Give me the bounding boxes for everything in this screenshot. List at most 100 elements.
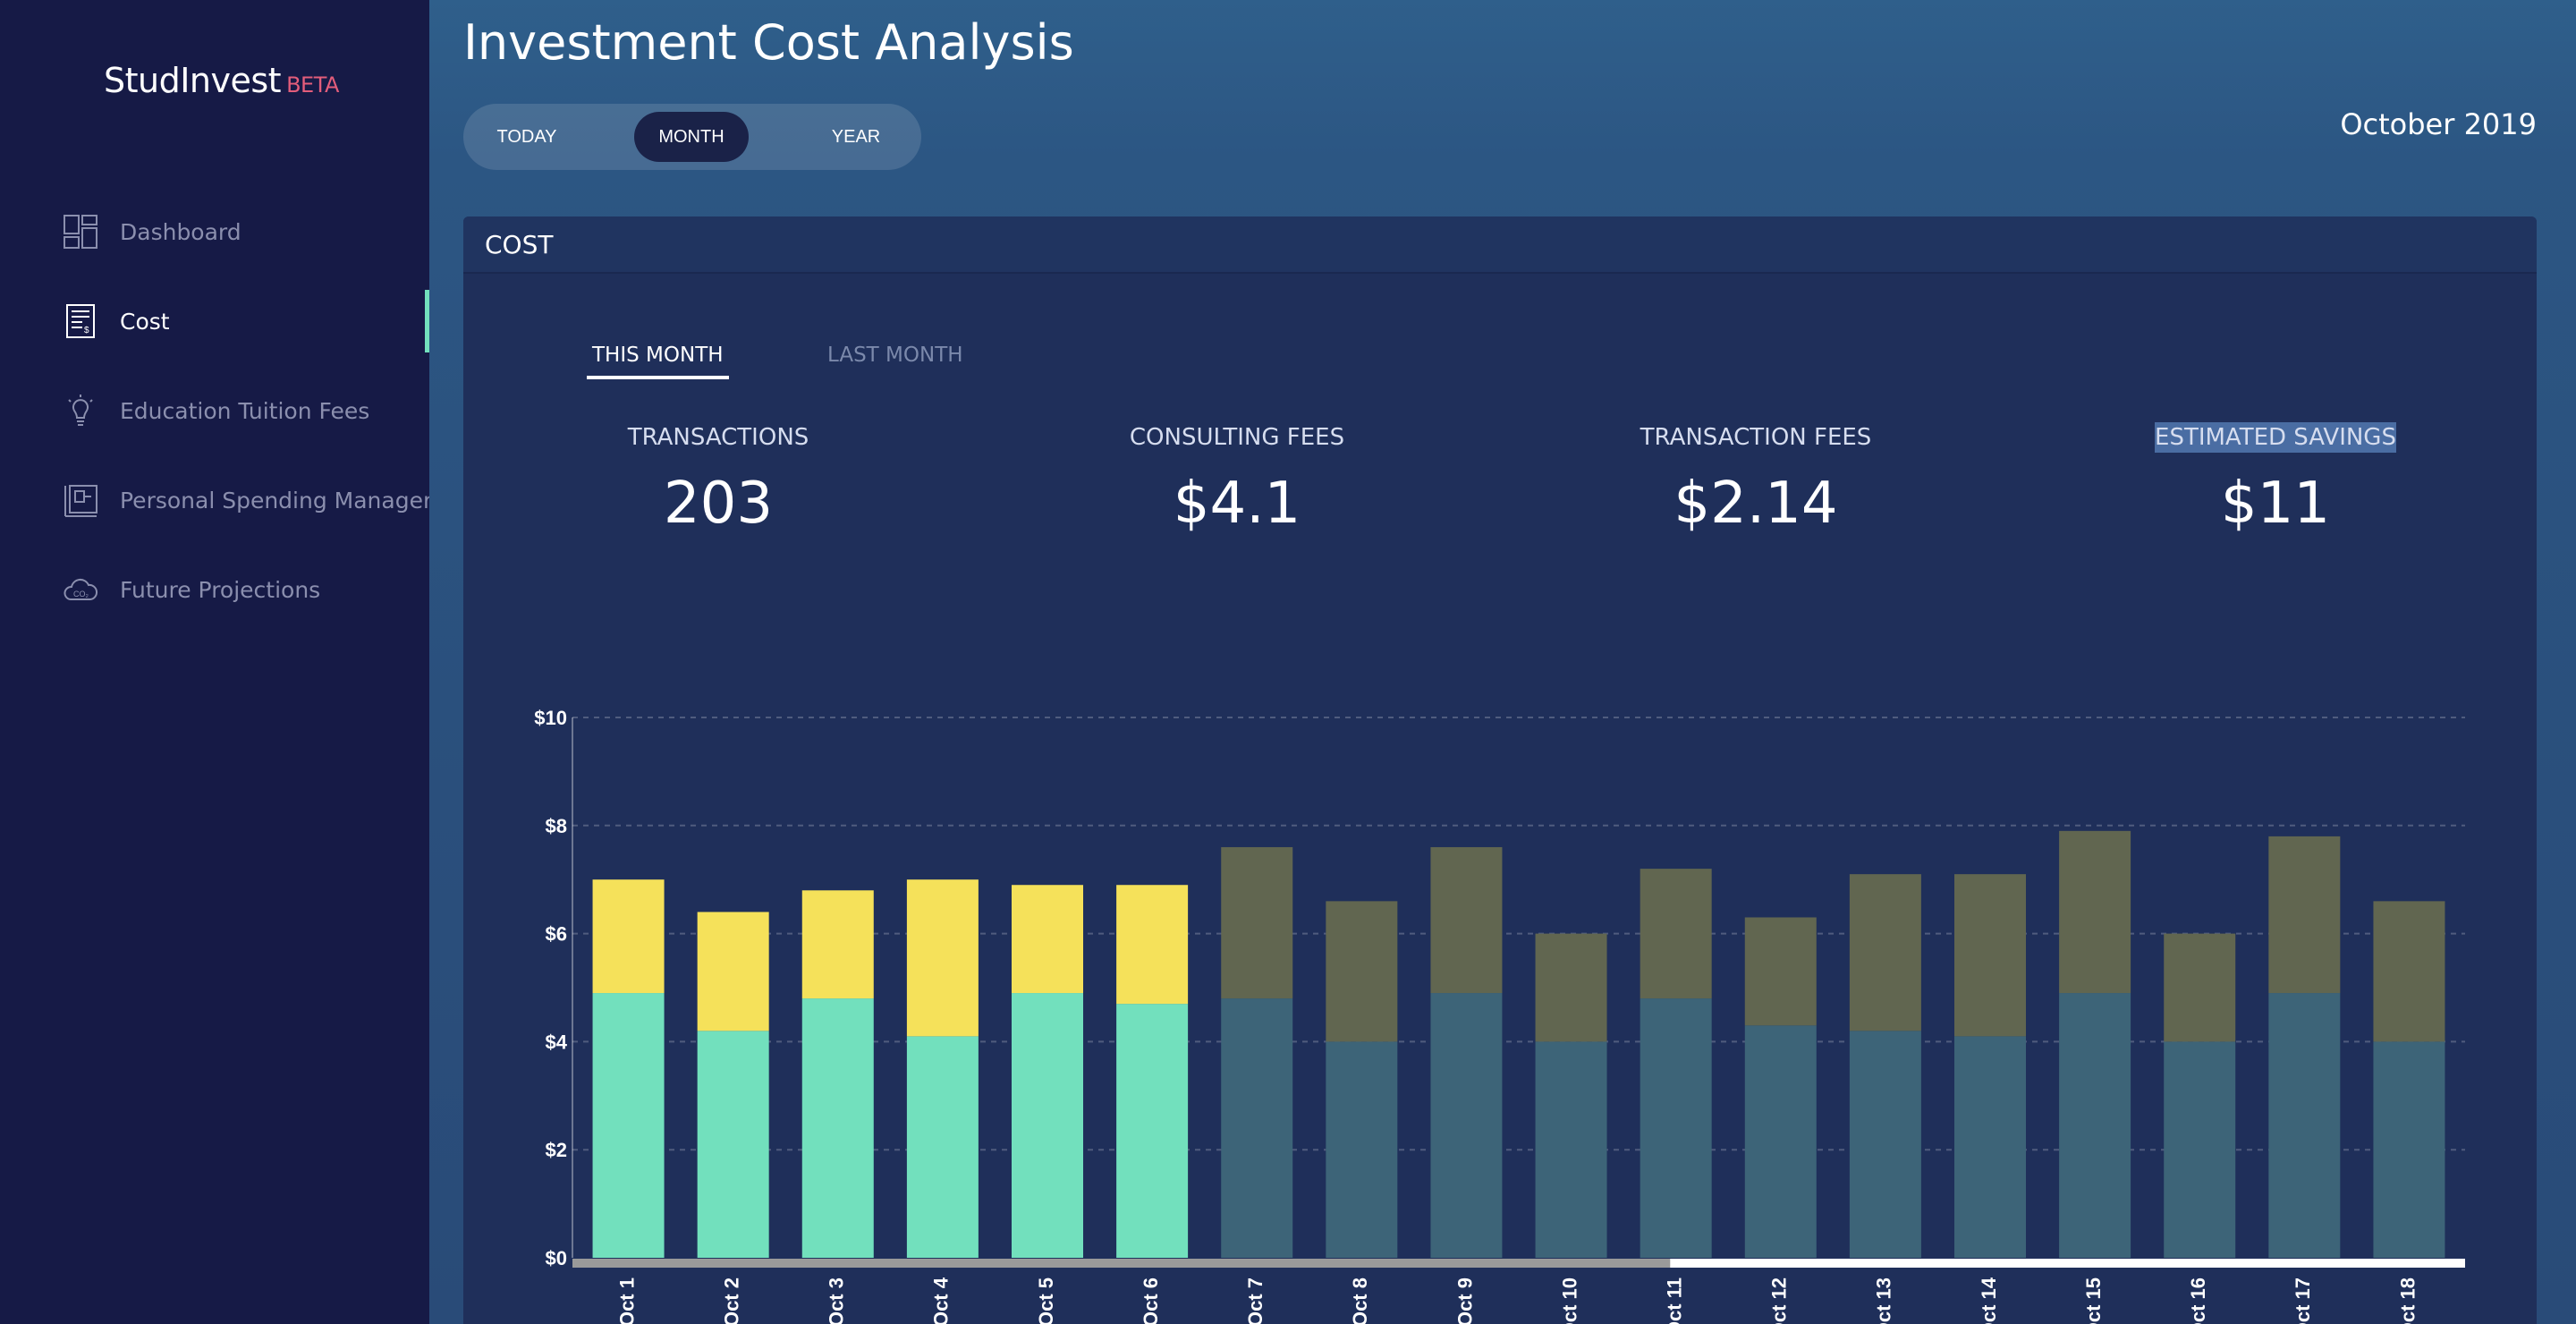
bar-segment-top <box>801 890 874 999</box>
bar-segment-top <box>2059 830 2131 994</box>
active-indicator <box>425 290 429 352</box>
x-tick-label: Oct 7 <box>1244 1277 1267 1324</box>
x-tick-label: Oct 16 <box>2187 1277 2209 1324</box>
stat-consulting-fees: CONSULTING FEES $4.1 <box>1076 422 1398 537</box>
bar-segment-top <box>1012 885 1083 994</box>
sidebar-item-dashboard[interactable]: Dashboard <box>0 200 429 263</box>
tab-month[interactable]: MONTH <box>634 112 749 162</box>
bar-segment-top <box>592 879 665 994</box>
x-tick-label: Oct 15 <box>2082 1277 2105 1324</box>
stat-value: 203 <box>663 471 774 537</box>
x-tick-label: Oct 5 <box>1035 1277 1057 1324</box>
bar-segment-bottom <box>1744 1025 1817 1258</box>
cost-card: COST THIS MONTH LAST MONTH TRANSACTIONS … <box>463 216 2537 1324</box>
y-tick-label: $10 <box>534 707 567 729</box>
sidebar-item-education-tuition-fees[interactable]: Education Tuition Fees <box>0 379 429 442</box>
bar-segment-bottom <box>1535 1041 1607 1258</box>
stat-value: $11 <box>2220 471 2331 537</box>
lightbulb-icon <box>61 391 100 430</box>
bar-segment-top <box>2268 836 2341 994</box>
bar-segment-bottom <box>1326 1041 1398 1258</box>
x-tick-label: Oct 8 <box>1349 1277 1371 1324</box>
x-tick-label: Oct 13 <box>1873 1277 1895 1324</box>
x-tick-label: Oct 11 <box>1663 1277 1685 1324</box>
x-tick-label: Oct 12 <box>1768 1277 1791 1324</box>
y-tick-label: $2 <box>546 1139 567 1161</box>
sidebar-item-label: Cost <box>120 308 170 335</box>
card-header: COST <box>463 216 2537 274</box>
sidebar-item-future-projections[interactable]: CO₂ Future Projections <box>0 558 429 621</box>
y-tick-label: $8 <box>546 815 567 837</box>
beta-badge: BETA <box>286 72 339 98</box>
stat-label: TRANSACTION FEES <box>1640 424 1872 451</box>
y-tick-label: $0 <box>546 1247 567 1269</box>
bar-segment-top <box>1326 901 1398 1042</box>
tab-this-month[interactable]: THIS MONTH <box>587 344 729 379</box>
x-tick-label: Oct 6 <box>1140 1277 1162 1324</box>
tab-last-month[interactable]: LAST MONTH <box>827 344 963 367</box>
x-tick-label: Oct 4 <box>930 1277 953 1324</box>
bar-segment-bottom <box>2373 1041 2445 1258</box>
x-tick-label: Oct 2 <box>720 1277 742 1324</box>
x-tick-label: Oct 18 <box>2396 1277 2419 1324</box>
bar-segment-top <box>1954 874 2026 1037</box>
bar-segment-bottom <box>1954 1036 2026 1258</box>
page-title: Investment Cost Analysis <box>463 14 1074 71</box>
x-tick-label: Oct 9 <box>1453 1277 1476 1324</box>
bar-segment-bottom <box>1012 993 1083 1258</box>
bar-segment-bottom <box>2268 993 2341 1258</box>
sidebar-item-label: Personal Spending Management <box>120 487 482 513</box>
bar-segment-bottom <box>1640 998 1712 1258</box>
bar-segment-top <box>1535 933 1607 1042</box>
bar-segment-bottom <box>1849 1031 1921 1258</box>
stat-transaction-fees: TRANSACTION FEES $2.14 <box>1595 422 1917 537</box>
sidebar: StudInvest BETA Dashboard $ Cost <box>0 0 481 1324</box>
tab-year[interactable]: YEAR <box>831 127 881 147</box>
svg-text:CO₂: CO₂ <box>73 590 89 598</box>
stat-transactions: TRANSACTIONS 203 <box>557 422 879 537</box>
bar-segment-bottom <box>801 998 874 1258</box>
x-tick-label: Oct 17 <box>2292 1277 2314 1324</box>
dashboard-icon <box>61 212 100 251</box>
bar-segment-top <box>1744 917 1817 1026</box>
sidebar-item-label: Education Tuition Fees <box>120 397 370 424</box>
range-tab-group: TODAY MONTH YEAR <box>463 104 921 170</box>
cost-bar-chart: $0 $2 $4 $6 $8 $10 Oct 1 Oct 2 Oct 3 Oct 4 Oct 5 Oc… <box>534 707 2465 1324</box>
bar-segment-top <box>697 912 769 1031</box>
bar-segment-top <box>1430 846 1503 994</box>
current-month: October 2019 <box>2340 107 2537 141</box>
bar-segment-top <box>1640 869 1712 999</box>
bar-segment-top <box>1116 885 1189 1005</box>
stat-label: ESTIMATED SAVINGS <box>2155 422 2396 453</box>
bar-segment-top <box>906 879 979 1037</box>
brand-logo[interactable]: StudInvest BETA <box>104 61 339 100</box>
x-tick-label: Oct 1 <box>615 1277 638 1324</box>
bar-segment-bottom <box>2059 993 2131 1258</box>
receipt-icon: $ <box>61 301 100 341</box>
bar-segment-top <box>1849 874 1921 1031</box>
bar-segment-top <box>2164 933 2236 1042</box>
svg-text:$: $ <box>84 326 89 335</box>
stat-label: CONSULTING FEES <box>1129 424 1345 451</box>
stat-estimated-savings: ESTIMATED SAVINGS $11 <box>2114 422 2436 537</box>
bar-segment-bottom <box>2164 1041 2236 1258</box>
stat-label: TRANSACTIONS <box>627 424 809 451</box>
y-tick-label: $4 <box>546 1031 568 1053</box>
x-tick-label: Oct 3 <box>826 1277 848 1324</box>
tab-today[interactable]: TODAY <box>496 127 557 147</box>
bar-segment-top <box>2373 901 2445 1042</box>
blueprint-icon <box>61 480 100 520</box>
y-tick-label: $6 <box>546 923 567 946</box>
bar-segment-bottom <box>697 1031 769 1258</box>
x-tick-label: Oct 14 <box>1978 1277 2000 1324</box>
sidebar-item-personal-spending-management[interactable]: Personal Spending Management <box>0 469 481 531</box>
bar-segment-bottom <box>1116 1004 1189 1258</box>
sidebar-item-label: Dashboard <box>120 218 242 245</box>
sidebar-item-cost[interactable]: $ Cost <box>0 290 429 352</box>
sidebar-item-label: Future Projections <box>120 576 321 603</box>
bar-segment-top <box>1221 846 1293 999</box>
brand-name: StudInvest <box>104 61 282 100</box>
chart-scrollbar-thumb <box>572 1259 1671 1268</box>
x-tick-label: Oct 10 <box>1558 1277 1580 1324</box>
bar-segment-bottom <box>906 1036 979 1258</box>
